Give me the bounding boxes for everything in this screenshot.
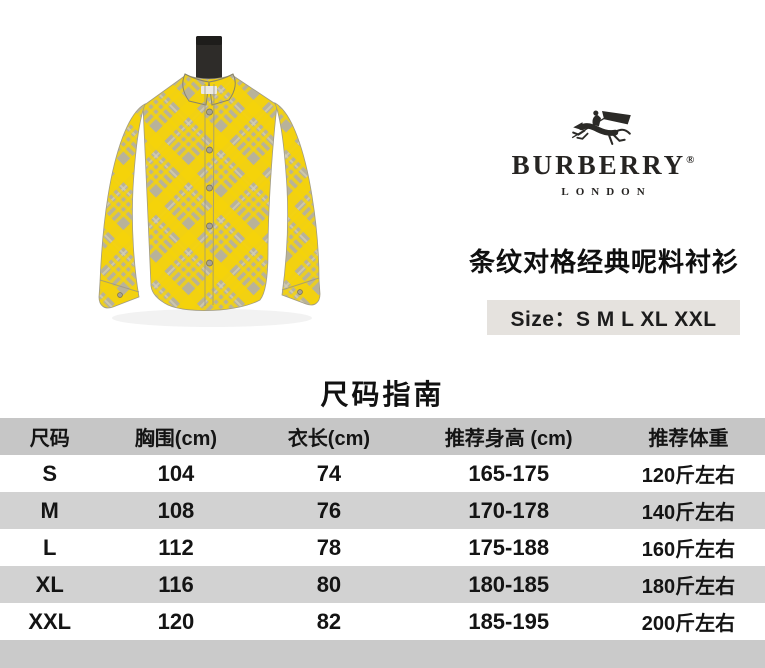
column-header-size: 尺码: [29, 428, 70, 450]
collar-label: [201, 86, 217, 94]
table-header-row: 尺码 胸围(cm) 衣长(cm) 推荐身高 (cm) 推荐体重: [0, 418, 765, 455]
cell-weight: 180斤左右: [641, 576, 736, 598]
photo-shadow: [112, 309, 312, 327]
cell-size: M: [40, 497, 59, 523]
cell-chest: 116: [158, 571, 194, 597]
size-options-bar: Size：S M L XL XXL: [487, 300, 740, 335]
column-header-height: 推荐身高 (cm): [444, 428, 573, 450]
cell-chest: 108: [157, 497, 195, 523]
cell-chest: 112: [158, 534, 194, 560]
cell-weight: 120斤左右: [641, 465, 736, 487]
product-photo: [98, 36, 321, 327]
product-title: 条纹对格经典呢料衬衫: [468, 247, 739, 277]
column-header-length: 衣长(cm): [287, 428, 371, 450]
brand-city: LONDON: [561, 186, 652, 198]
cell-size: S: [42, 460, 58, 486]
cell-length: 78: [316, 534, 342, 560]
cell-height: 185-195: [468, 608, 550, 634]
cell-height: 175-188: [468, 534, 550, 560]
table-row: M 108 76 170-178 140斤左右: [0, 492, 765, 529]
plaid-shirt-icon: [98, 73, 321, 311]
cell-height: 170-178: [468, 497, 550, 523]
cell-height: 180-185: [468, 571, 550, 597]
column-header-weight: 推荐体重: [648, 428, 729, 450]
burberry-equestrian-knight-icon: [571, 110, 631, 145]
registered-trademark: ®: [686, 154, 695, 166]
table-row: XL 116 80 180-185 180斤左右: [0, 566, 765, 603]
brand-name: BURBERRY®: [452, 150, 754, 181]
size-guide-table: 尺码 胸围(cm) 衣长(cm) 推荐身高 (cm) 推荐体重 S 104 74…: [0, 418, 765, 640]
cell-weight: 140斤左右: [641, 502, 736, 524]
cell-size: L: [42, 534, 57, 560]
cell-size: XXL: [28, 608, 72, 634]
cell-length: 76: [316, 497, 342, 523]
cell-size: XL: [35, 571, 64, 597]
table-row: S 104 74 165-175 120斤左右: [0, 455, 765, 492]
brand-name-text: BURBERRY: [511, 150, 687, 180]
table-footer-band: [0, 640, 765, 668]
cell-height: 165-175: [468, 460, 550, 486]
column-header-chest: 胸围(cm): [134, 428, 218, 450]
cell-chest: 104: [157, 460, 195, 486]
cell-length: 80: [316, 571, 342, 597]
shirt-buttons: [117, 108, 303, 298]
cell-weight: 160斤左右: [641, 539, 736, 561]
hanger-icon: [196, 36, 222, 83]
cell-length: 74: [316, 460, 342, 486]
table-row: L 112 78 175-188 160斤左右: [0, 529, 765, 566]
cell-length: 82: [316, 608, 342, 634]
size-guide-heading: 尺码指南: [320, 379, 445, 410]
cell-weight: 200斤左右: [641, 613, 736, 635]
table-row: XXL 120 82 185-195 200斤左右: [0, 603, 765, 640]
cell-chest: 120: [157, 608, 195, 634]
